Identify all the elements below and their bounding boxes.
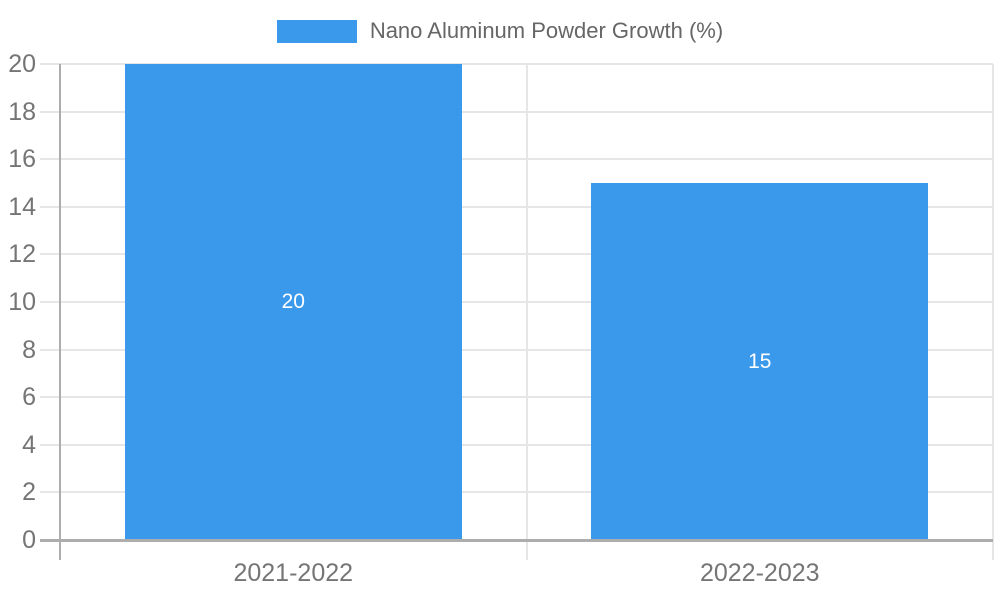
y-tick-label: 0: [22, 526, 36, 554]
y-tick-label: 8: [22, 335, 36, 364]
y-tick-label: 18: [8, 97, 36, 126]
legend[interactable]: Nano Aluminum Powder Growth (%): [0, 16, 1000, 46]
bar-value-label: 15: [748, 349, 772, 373]
gridline-horizontal: [40, 110, 993, 113]
gridline-horizontal: [40, 205, 993, 208]
gridline-horizontal: [40, 301, 993, 303]
y-tick-label: 20: [8, 50, 36, 78]
bar-2022-2023[interactable]: [591, 183, 929, 540]
y-tick-label: 14: [8, 192, 36, 221]
y-tick-label: 2: [22, 478, 36, 507]
y-tick-label: 4: [22, 430, 36, 459]
x-axis-line: [40, 539, 993, 542]
legend-label: Nano Aluminum Powder Growth (%): [369, 18, 724, 43]
legend-swatch: [276, 19, 357, 43]
y-tick-label: 12: [8, 240, 36, 269]
y-axis-line: [59, 64, 61, 560]
gridline-vertical: [992, 64, 994, 560]
gridline-horizontal: [40, 63, 993, 65]
y-tick-label: 16: [8, 145, 36, 174]
gridline-horizontal: [40, 158, 993, 161]
y-tick-label: 6: [22, 383, 36, 412]
gridline-horizontal: [40, 491, 993, 494]
gridline-horizontal: [40, 443, 993, 446]
gridline-horizontal: [40, 253, 993, 256]
x-tick-label: 2022-2023: [699, 559, 820, 587]
bar-2021-2022[interactable]: [124, 64, 462, 540]
gridline-horizontal: [40, 348, 993, 351]
y-tick-label: 10: [8, 288, 36, 316]
bar-value-label: 20: [281, 290, 305, 313]
gridline-horizontal: [40, 396, 993, 399]
x-tick-label: 2021-2022: [233, 559, 354, 587]
gridline-vertical: [525, 64, 528, 560]
